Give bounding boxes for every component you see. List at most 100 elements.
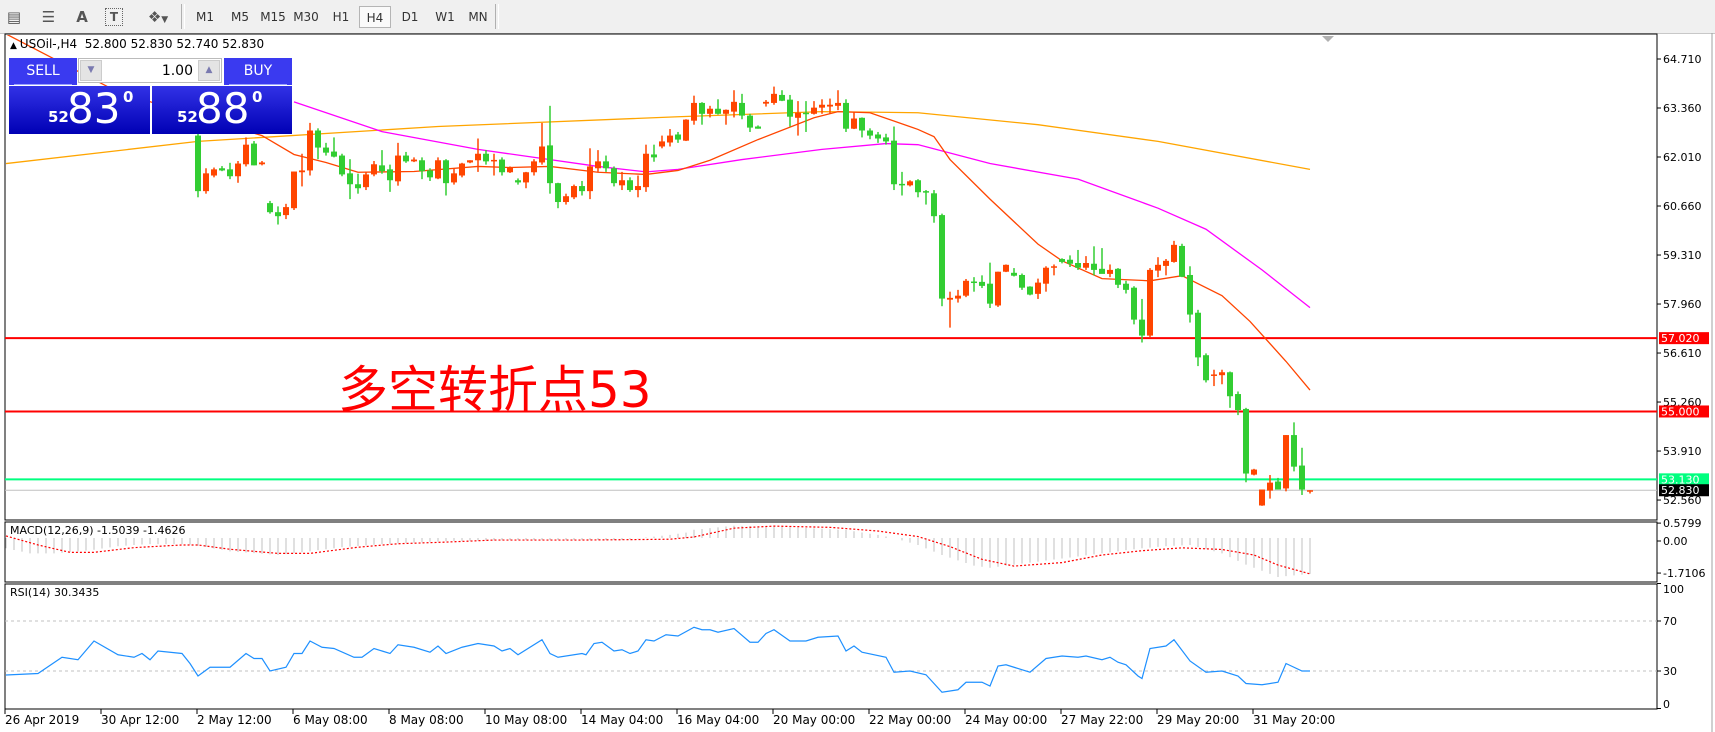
timeframe-w1[interactable]: W1: [435, 10, 455, 24]
date-axis-label: 31 May 20:00: [1253, 713, 1336, 727]
candle: [867, 128, 873, 140]
moving-average-ma_mid: [293, 101, 1311, 309]
candle: [379, 150, 385, 174]
timeframe-m30[interactable]: M30: [293, 10, 319, 24]
candle: [603, 155, 609, 172]
candle: [283, 203, 289, 220]
price-tag: 52.830: [1659, 484, 1709, 497]
chart-shift-marker-icon: [1322, 36, 1334, 42]
candle: [955, 289, 961, 303]
candle-body: [243, 144, 249, 165]
candle: [651, 144, 657, 162]
price-tag: 53.130: [1659, 473, 1709, 486]
timeframe-m15[interactable]: M15: [260, 10, 286, 24]
rsi-label: RSI(14) 30.3435: [10, 586, 100, 599]
candle-body: [531, 161, 537, 173]
candle: [1235, 391, 1241, 416]
candle: [1083, 256, 1089, 270]
candle: [939, 213, 945, 307]
candle-body: [699, 102, 705, 114]
candle: [411, 157, 417, 163]
text-label-icon[interactable]: T: [105, 8, 123, 26]
candle-body: [403, 155, 409, 162]
candle-body: [947, 297, 953, 300]
price-tag: 57.020: [1659, 332, 1709, 345]
candle: [795, 101, 801, 136]
candle-body: [555, 183, 561, 203]
candle: [779, 90, 785, 102]
fibonacci-fan-icon[interactable]: ☰: [41, 8, 55, 26]
candle: [347, 159, 353, 200]
candle-body: [563, 196, 569, 203]
date-axis-label: 6 May 08:00: [293, 713, 368, 727]
price-axis-label: 63.360: [1663, 102, 1702, 115]
candle-body: [851, 118, 857, 129]
candle: [555, 182, 561, 209]
candle: [387, 164, 393, 192]
lot-stepper[interactable]: ▼ ▲: [78, 58, 222, 83]
candle-body: [963, 280, 969, 296]
candle: [1003, 264, 1009, 273]
candle: [1299, 447, 1305, 495]
candle-body: [883, 137, 889, 142]
candle-body: [875, 134, 881, 139]
lot-decrease-button[interactable]: ▼: [80, 60, 102, 81]
candle-body: [659, 141, 665, 147]
candle-body: [347, 173, 353, 185]
date-axis-label: 14 May 04:00: [581, 713, 664, 727]
lot-increase-button[interactable]: ▲: [198, 60, 220, 81]
lot-input[interactable]: [103, 59, 197, 82]
candle-body: [1203, 355, 1209, 381]
chart-annotation[interactable]: 多空转折点53: [338, 361, 652, 419]
candle-body: [1251, 469, 1257, 475]
toolbar-separator: [181, 4, 185, 29]
sell-button[interactable]: SELL: [9, 58, 77, 85]
candle: [1123, 280, 1129, 294]
candle: [563, 193, 569, 205]
timeframe-mn[interactable]: MN: [468, 10, 488, 24]
buy-button[interactable]: BUY: [224, 58, 292, 85]
candle: [523, 171, 529, 189]
price-axis-label: 57.960: [1663, 298, 1702, 311]
price-axis-label: 62.010: [1663, 151, 1702, 164]
candle: [827, 98, 833, 114]
buy-price[interactable]: 52 88 0: [152, 84, 292, 134]
candle: [587, 148, 593, 200]
price-tag-label: 53.130: [1661, 473, 1700, 486]
price-axis-label: 60.660: [1663, 200, 1702, 213]
candle: [979, 275, 985, 289]
candle: [267, 200, 273, 214]
candle-body: [787, 99, 793, 117]
sell-price[interactable]: 52 83 0: [9, 84, 150, 134]
candle: [1187, 266, 1193, 323]
timeframe-m5[interactable]: M5: [231, 10, 249, 24]
text-icon[interactable]: A: [76, 8, 88, 26]
candle: [715, 99, 721, 115]
candle: [659, 135, 665, 149]
timeframe-h4[interactable]: H4: [359, 6, 391, 28]
candle-body: [747, 115, 753, 128]
elliott-wave-icon[interactable]: ▤: [6, 8, 22, 26]
timeframe-h1[interactable]: H1: [332, 10, 350, 24]
candle-body: [1259, 489, 1265, 506]
candle: [499, 157, 505, 176]
candle-body: [1147, 269, 1153, 336]
candle-body: [587, 166, 593, 192]
candle-body: [779, 94, 785, 101]
rsi-axis-label: 100: [1663, 583, 1684, 596]
candle-body: [451, 173, 457, 183]
timeframe-d1[interactable]: D1: [401, 10, 419, 24]
candle: [211, 167, 217, 178]
candle: [683, 119, 689, 142]
chevron-down-icon: ▼: [161, 15, 169, 25]
arrows-icon[interactable]: ❖▼: [147, 8, 169, 26]
candle-body: [1195, 312, 1201, 358]
price-tag-bg: [1659, 473, 1709, 486]
price-tag-label: 55.000: [1661, 405, 1700, 418]
candle: [219, 166, 225, 172]
candle: [1107, 264, 1113, 278]
price-axis-label: 64.710: [1663, 53, 1702, 66]
timeframe-m1[interactable]: M1: [196, 10, 214, 24]
candle: [339, 153, 345, 177]
candle: [635, 175, 641, 198]
